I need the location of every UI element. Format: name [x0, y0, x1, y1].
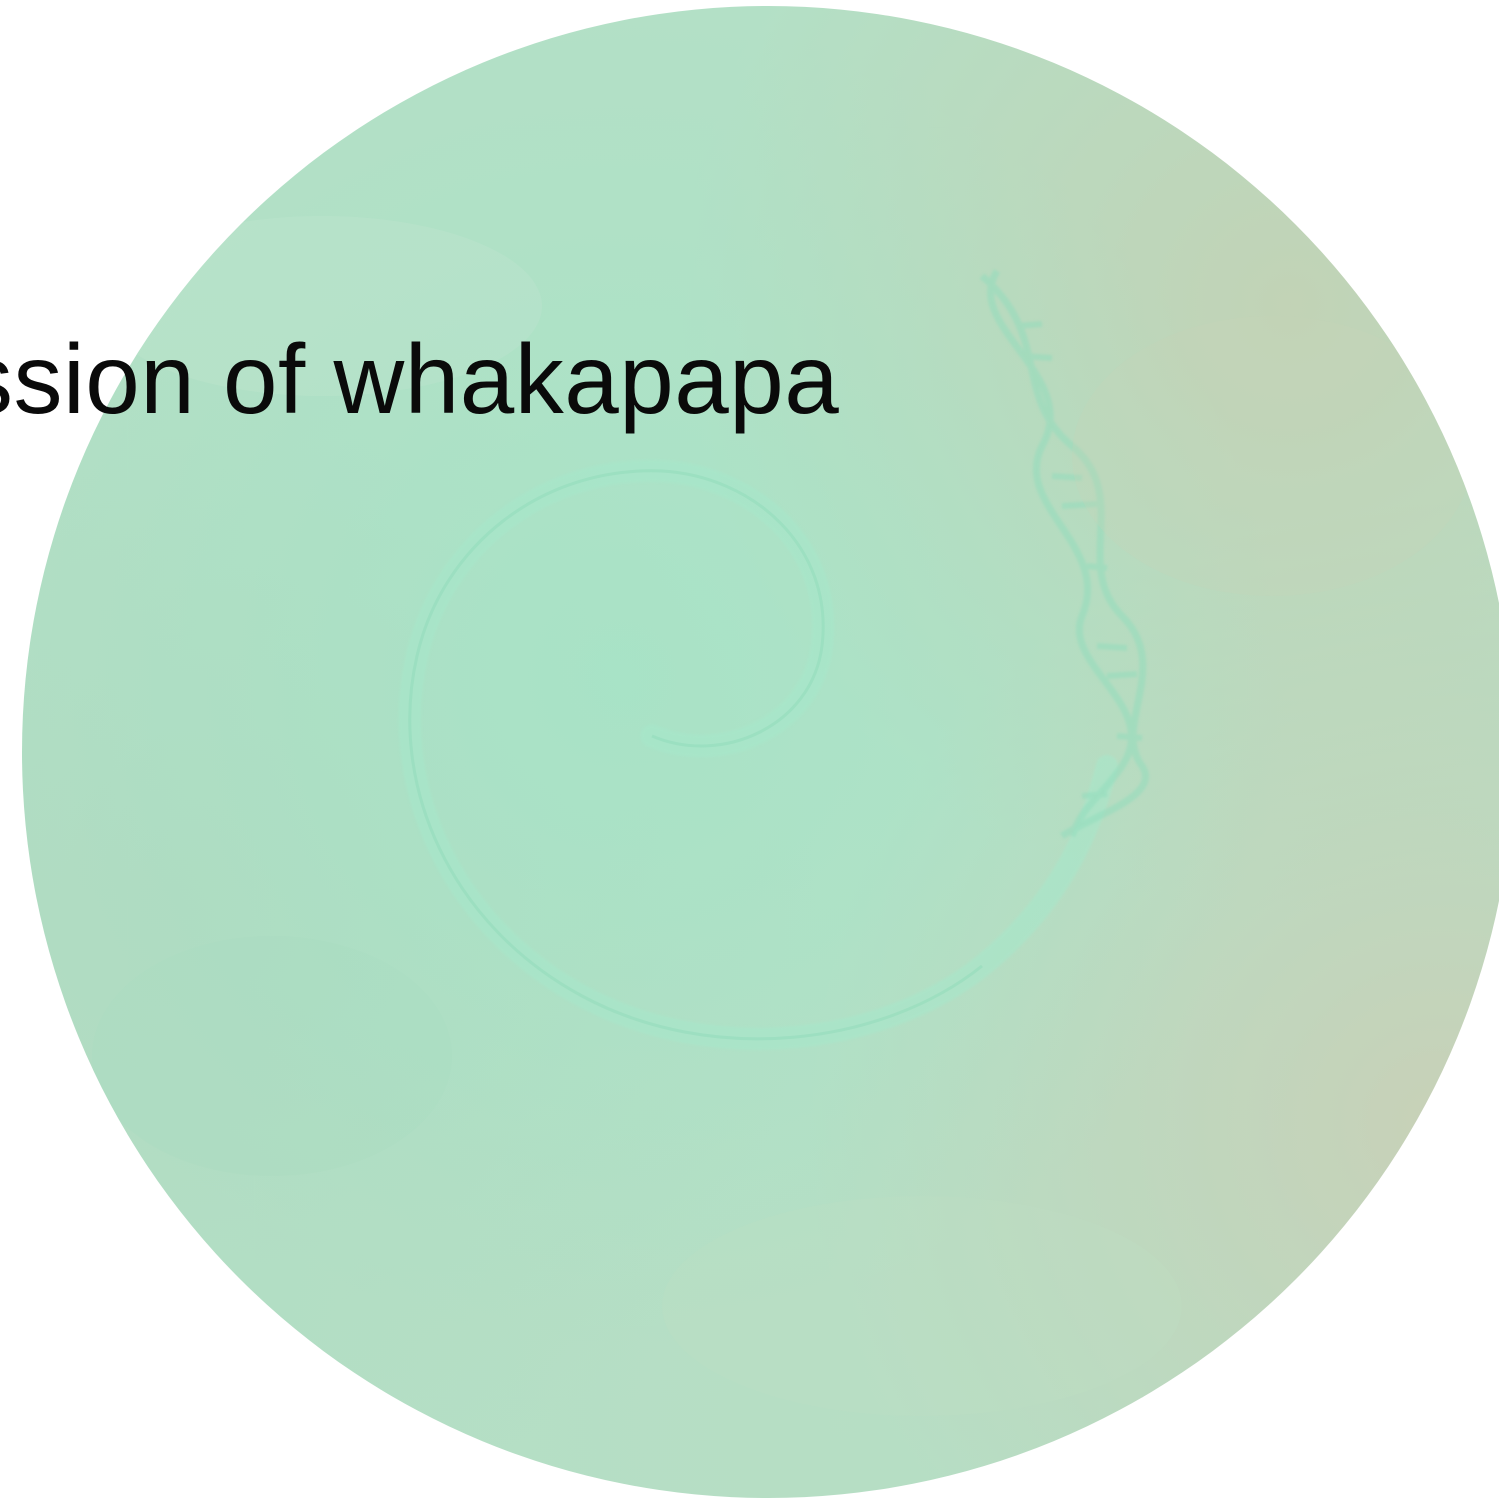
koru-artwork-disc — [22, 6, 1499, 1498]
slide-heading: ssion of whakapapa — [0, 324, 840, 434]
texture-blobs — [92, 216, 1472, 1416]
koru-spiral-artwork — [92, 216, 1472, 1416]
dna-helix — [979, 269, 1149, 839]
koru-spiral-inner-edge — [408, 469, 983, 1041]
koru-spiral — [398, 459, 1118, 1050]
